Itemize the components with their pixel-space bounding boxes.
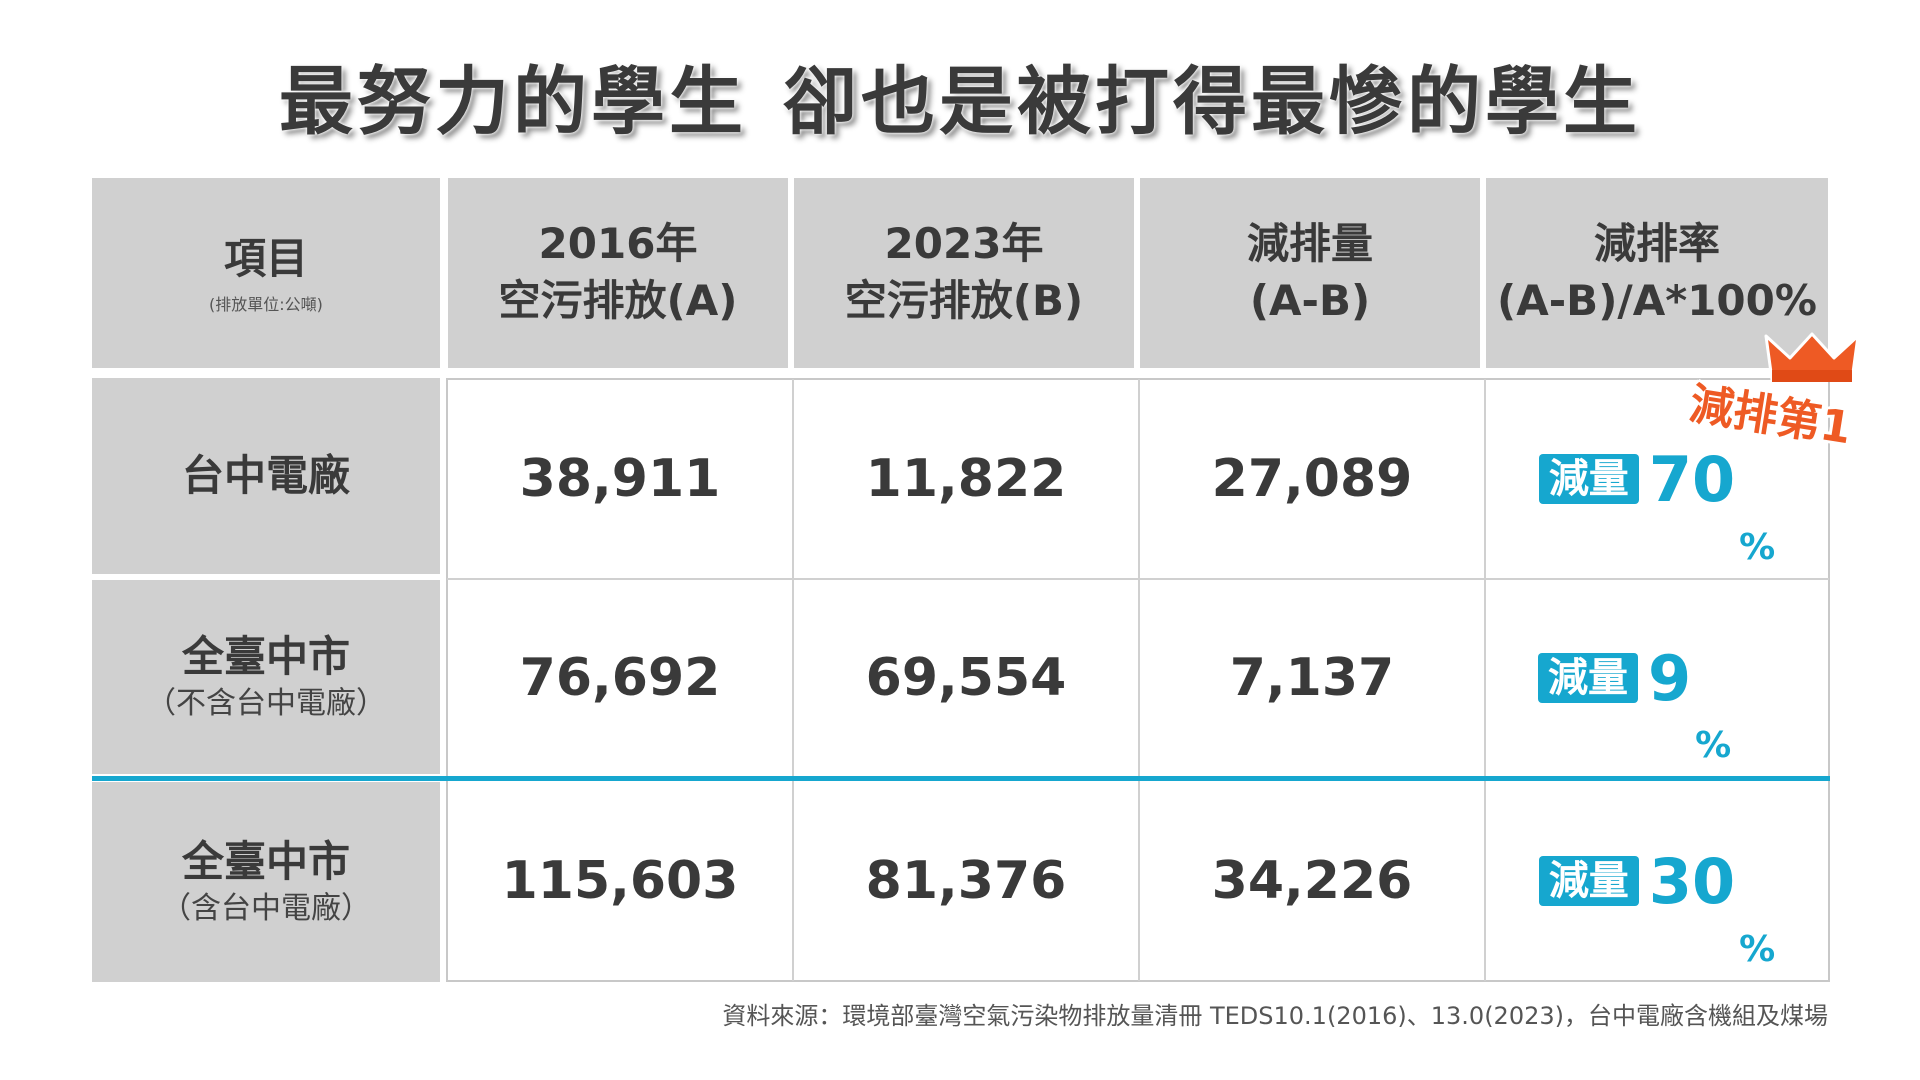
column-divider [792,379,794,981]
cell-2016-city-incl: 115,603 [501,851,739,911]
cell-2023-city-excl: 69,554 [865,648,1067,708]
cell-rate-city-incl: 減量 30 % [1486,782,1828,980]
cell-2016-plant: 38,911 [519,449,721,509]
cell-rate-city-excl: 減量 9 % [1486,580,1828,776]
header-reduction-rate: 減排率 (A-B)/A*100% [1486,178,1828,368]
cell-2023-city-incl: 81,376 [865,851,1067,911]
percent-sign: % [1739,527,1776,568]
row-label-subtext: （含台中電廠） [161,891,371,927]
reduction-badge: 減量 [1538,454,1639,504]
cell-reduction-city-incl: 34,226 [1211,851,1413,911]
header-reduction: 減排量 (A-B) [1140,178,1480,368]
cell-reduction-city-excl: 7,137 [1229,648,1395,708]
header-item: 項目 (排放單位:公噸) [92,178,440,368]
source-note: 資料來源：環境部臺灣空氣污染物排放量清冊 TEDS10.1(2016)、13.0… [722,1002,1828,1030]
row-label-text: 全臺中市 [181,836,350,886]
row-label-text: 全臺中市 [181,631,350,681]
row-label-taichung-plant: 台中電廠 [92,378,440,574]
header-2023-label: 空污排放(B) [844,276,1084,325]
rate-value: 70 [1648,442,1736,516]
header-item-unit-note: (排放單位:公噸) [209,294,323,314]
header-reduction-label: 減排量 [1246,219,1373,269]
column-divider [1484,379,1486,981]
percent-sign: % [1739,929,1776,970]
crown-icon [1764,332,1860,382]
header-2023: 2023年 空污排放(B) [794,178,1134,368]
page-title: 最努力的學生 卻也是被打得最慘的學生 [0,42,1920,149]
total-row-divider [92,776,1830,781]
header-2016-label: 空污排放(A) [498,276,738,325]
row-label-text: 台中電廠 [181,450,350,500]
row-label-city-excl: 全臺中市 （不含台中電廠） [92,580,440,774]
rate-value: 30 [1648,844,1736,918]
header-rate-formula: (A-B)/A*100% [1497,276,1817,325]
cell-reduction-plant: 27,089 [1211,449,1413,509]
cell-2016-city-excl: 76,692 [519,648,721,708]
header-reduction-formula: (A-B) [1249,276,1371,325]
header-2023-year: 2023年 [884,219,1044,269]
header-rate-label: 減排率 [1593,219,1720,269]
header-item-label: 項目 [223,233,308,283]
header-2016: 2016年 空污排放(A) [448,178,788,368]
rate-value: 9 [1648,641,1692,715]
cell-rate-plant: 減量 70 % [1486,380,1828,578]
reduction-badge: 減量 [1538,653,1638,703]
row-label-city-incl: 全臺中市 （含台中電廠） [92,782,440,982]
column-divider [1138,379,1140,981]
reduction-badge: 減量 [1538,856,1639,906]
title-part-1: 最努力的學生 [279,59,747,145]
header-2016-year: 2016年 [538,219,698,269]
percent-sign: % [1695,725,1732,766]
title-part-2: 卻也是被打得最慘的學生 [783,59,1641,145]
row-divider [447,578,1829,580]
cell-2023-plant: 11,822 [865,449,1067,509]
row-label-subtext: （不含台中電廠） [146,686,386,722]
